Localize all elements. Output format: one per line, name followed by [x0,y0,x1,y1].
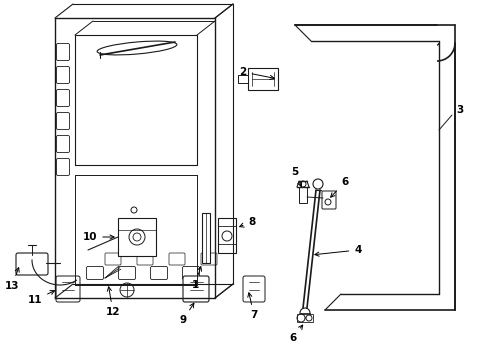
Circle shape [312,179,323,189]
Text: 6: 6 [330,177,348,197]
Circle shape [305,315,311,321]
Text: 2: 2 [239,67,274,80]
Circle shape [299,308,309,318]
FancyBboxPatch shape [183,276,208,302]
Text: 13: 13 [5,267,19,291]
Circle shape [296,314,305,322]
FancyBboxPatch shape [201,253,217,265]
FancyBboxPatch shape [57,135,69,153]
Text: 6: 6 [289,325,302,343]
Text: 10: 10 [82,232,114,242]
Text: 5: 5 [291,167,301,186]
Circle shape [131,207,137,213]
Bar [218,218,236,253]
FancyBboxPatch shape [57,44,69,60]
Circle shape [133,233,141,241]
FancyBboxPatch shape [56,276,80,302]
FancyBboxPatch shape [57,90,69,107]
FancyBboxPatch shape [137,253,153,265]
Circle shape [299,181,305,187]
Bar [238,75,247,83]
Bar [298,187,306,203]
Bar [118,218,156,256]
Text: 3: 3 [455,105,463,115]
Bar [202,213,209,263]
FancyBboxPatch shape [16,253,48,275]
Bar [296,314,312,322]
FancyBboxPatch shape [169,253,184,265]
FancyBboxPatch shape [86,266,103,279]
Text: 8: 8 [239,217,255,227]
Circle shape [222,231,231,241]
Circle shape [131,232,137,238]
FancyBboxPatch shape [150,266,167,279]
FancyBboxPatch shape [57,67,69,84]
Circle shape [120,283,134,297]
Text: 4: 4 [314,245,361,256]
FancyBboxPatch shape [321,191,335,209]
Circle shape [129,229,145,245]
Text: 7: 7 [247,293,257,320]
FancyBboxPatch shape [57,113,69,130]
FancyBboxPatch shape [243,276,264,302]
Text: 12: 12 [105,287,120,317]
Circle shape [325,199,330,205]
FancyBboxPatch shape [118,266,135,279]
Ellipse shape [97,41,177,55]
FancyBboxPatch shape [182,266,199,279]
Bar [247,68,278,90]
Text: 11: 11 [28,291,54,305]
FancyBboxPatch shape [105,253,121,265]
FancyBboxPatch shape [57,158,69,176]
Text: 9: 9 [179,303,194,325]
Text: 1: 1 [191,267,201,290]
